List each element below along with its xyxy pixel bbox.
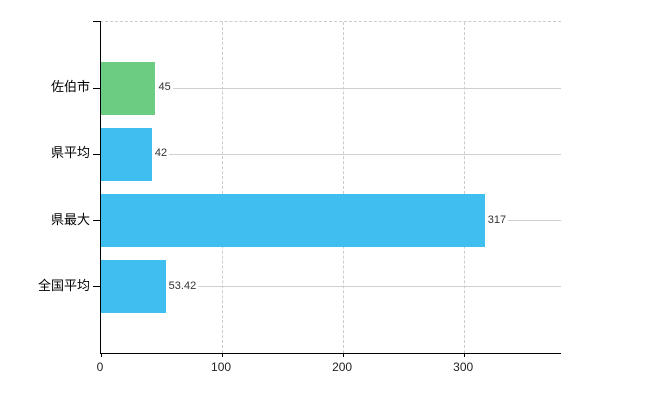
value-label: 42: [151, 146, 170, 162]
value-label: 45: [155, 80, 173, 96]
x-gridline: [464, 22, 466, 353]
category-gridline: [101, 153, 561, 155]
y-axis-tick: [93, 286, 101, 288]
value-label: 53.42: [165, 278, 199, 294]
x-axis-tick: [464, 353, 466, 357]
bar: [101, 61, 156, 115]
y-axis-tick: [93, 220, 101, 222]
x-gridline: [343, 22, 345, 353]
category-label: 県最大: [50, 211, 90, 227]
bar: [101, 194, 485, 248]
y-axis-tick: [93, 153, 101, 155]
value-label: 317: [484, 212, 509, 228]
x-gridline: [222, 22, 224, 353]
bar: [101, 260, 166, 314]
category-gridline: [101, 286, 561, 288]
y-axis-top-tick: [93, 21, 101, 22]
plot-area: 45 42 317 53.42: [93, 21, 561, 357]
x-axis-tick: [222, 353, 224, 357]
category-label: 全国平均: [37, 277, 90, 293]
category-gridline: [101, 87, 561, 89]
x-tick-label: 200: [332, 360, 353, 374]
category-label: 佐伯市: [50, 79, 90, 95]
bar: [101, 127, 152, 181]
y-axis-tick: [93, 87, 101, 89]
x-tick-label: 0: [96, 360, 104, 374]
x-tick-label: 300: [453, 360, 474, 374]
category-label: 県平均: [50, 145, 90, 161]
x-axis-tick: [343, 353, 345, 357]
x-tick-label: 100: [211, 360, 232, 374]
x-axis-tick: [101, 353, 102, 357]
